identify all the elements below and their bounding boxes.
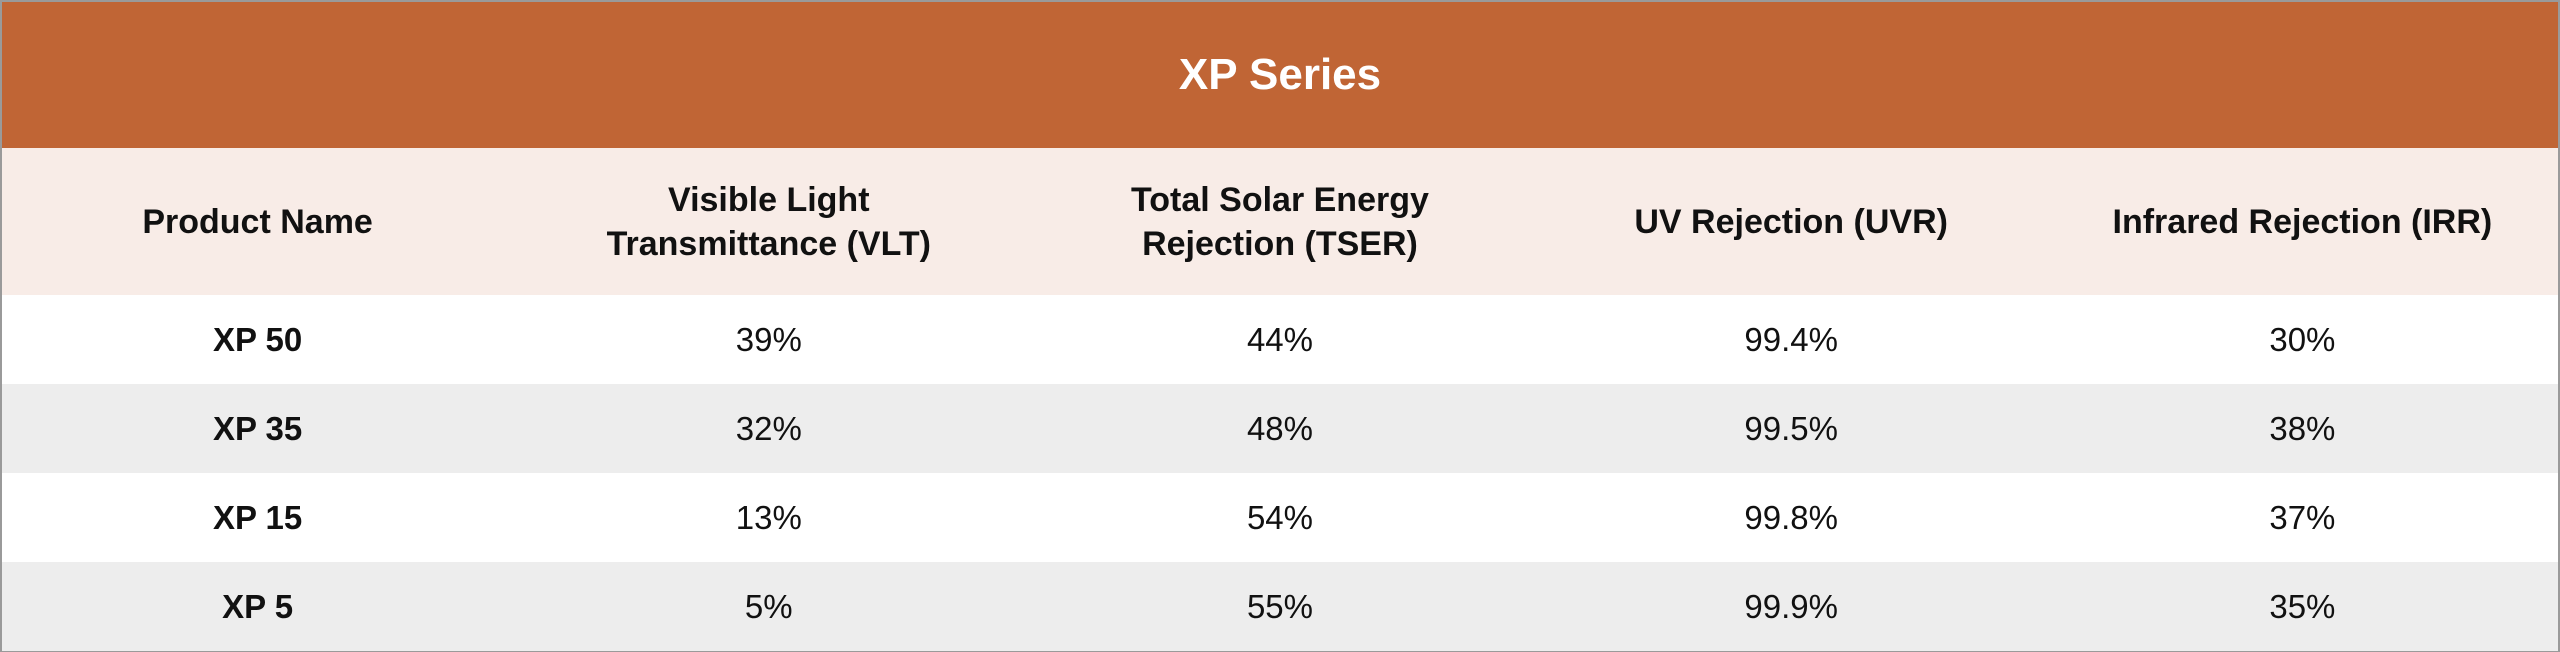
cell-uvr: 99.9%	[1744, 587, 1838, 625]
cell-vlt: 39%	[735, 320, 802, 358]
header-product-name: Product Name	[2, 148, 513, 295]
header-label: Product Name	[142, 202, 373, 241]
cell-tser: 54%	[1246, 498, 1313, 536]
table-row: XP 5 5% 55% 99.9% 35%	[2, 562, 2558, 651]
header-label: Transmittance (VLT)	[606, 224, 931, 263]
header-label: Rejection (TSER)	[1142, 224, 1418, 263]
spec-table: Product Name Visible Light Transmittance …	[2, 148, 2558, 651]
header-label: Total Solar Energy	[1131, 180, 1429, 219]
table-row: XP 50 39% 44% 99.4% 30%	[2, 295, 2558, 384]
table-title: XP Series	[2, 2, 2558, 148]
cell-product-name: XP 5	[222, 587, 294, 625]
header-vlt: Visible Light Transmittance (VLT)	[513, 148, 1024, 295]
cell-irr: 38%	[2269, 409, 2336, 447]
cell-uvr: 99.5%	[1744, 409, 1838, 447]
header-uvr: UV Rejection (UVR)	[1536, 148, 2047, 295]
header-irr: Infrared Rejection (IRR)	[2047, 148, 2558, 295]
cell-irr: 35%	[2269, 587, 2336, 625]
cell-product-name: XP 15	[212, 498, 303, 536]
cell-tser: 48%	[1246, 409, 1313, 447]
cell-uvr: 99.4%	[1744, 320, 1838, 358]
header-label: Infrared Rejection (IRR)	[2112, 202, 2493, 241]
cell-irr: 30%	[2269, 320, 2336, 358]
header-row: Product Name Visible Light Transmittance …	[2, 148, 2558, 295]
cell-tser: 44%	[1246, 320, 1313, 358]
header-tser: Total Solar Energy Rejection (TSER)	[1024, 148, 1535, 295]
table-row: XP 35 32% 48% 99.5% 38%	[2, 384, 2558, 473]
cell-vlt: 13%	[735, 498, 802, 536]
cell-irr: 37%	[2269, 498, 2336, 536]
cell-uvr: 99.8%	[1744, 498, 1838, 536]
cell-tser: 55%	[1246, 587, 1313, 625]
cell-product-name: XP 50	[212, 320, 303, 358]
cell-vlt: 5%	[744, 587, 793, 625]
cell-product-name: XP 35	[212, 409, 303, 447]
header-label: UV Rejection (UVR)	[1634, 202, 1948, 241]
table-row: XP 15 13% 54% 99.8% 37%	[2, 473, 2558, 562]
cell-vlt: 32%	[735, 409, 802, 447]
header-label: Visible Light	[668, 180, 870, 219]
